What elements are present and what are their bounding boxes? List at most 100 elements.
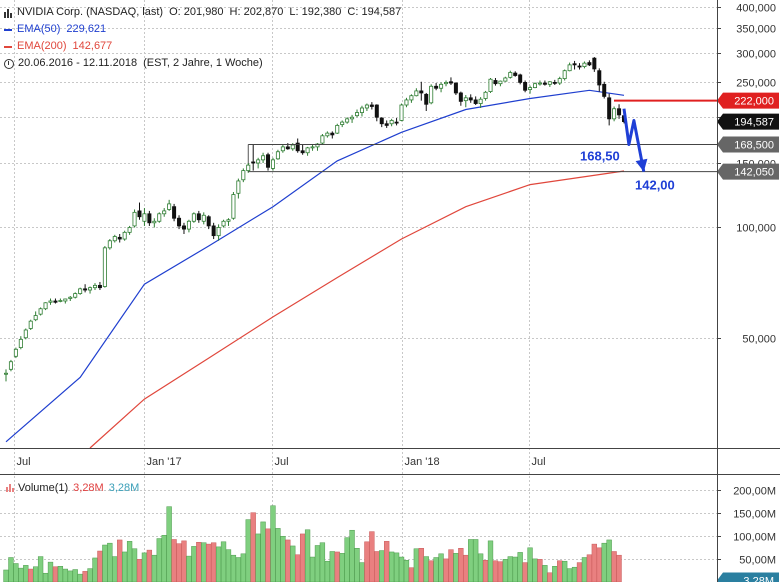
volume-bar-up [270, 505, 276, 582]
volume-legend: Volume(1) 3,28M 3,28M [6, 482, 139, 494]
candle-up [246, 164, 251, 172]
volume-bar-up [141, 552, 148, 582]
volume-bar-down [448, 549, 454, 582]
volume-bar-up [220, 541, 227, 582]
volume-bar-up [126, 541, 133, 582]
volume-bar-up [107, 542, 113, 582]
volume-bar-up [502, 559, 508, 582]
volume-bar-up [77, 573, 83, 582]
forecast-arrow-line [622, 108, 646, 172]
candle-down [196, 213, 201, 221]
time-tick-label: Jul [17, 456, 31, 468]
candle-down [177, 217, 182, 227]
candle-down [493, 80, 498, 85]
candle-up [444, 81, 449, 85]
candle-up [567, 64, 572, 72]
candle-up [73, 293, 78, 298]
volume-bar-up [260, 521, 266, 582]
volume-bar-up [319, 542, 326, 582]
candle-down [285, 146, 290, 150]
level-badge-bg [717, 136, 779, 153]
candle-up [8, 361, 13, 370]
volume-bar-up [186, 555, 192, 582]
volume-value-2: 3,28M [108, 482, 140, 494]
volume-bar-up [566, 568, 573, 582]
candle-down [448, 81, 453, 84]
volume-bar-up [304, 529, 311, 582]
volume-bar-up [161, 535, 167, 582]
volume-bar-down [369, 531, 375, 582]
candle-down [251, 161, 256, 164]
forecast-layer: 168,50 142,00 [580, 108, 675, 193]
price-grid [0, 0, 717, 582]
price-tick-label: 350,000 [736, 24, 776, 36]
candle-down [53, 300, 58, 303]
candle-up [528, 87, 533, 90]
candle-down [602, 83, 607, 97]
volume-bar-up [423, 556, 429, 582]
price-tick-label: 100,000 [736, 223, 776, 235]
volume-bar-up [398, 556, 405, 582]
volume-bar-down [146, 549, 153, 582]
volume-bar-up [606, 539, 612, 582]
volume-bar-up [309, 556, 316, 582]
candle-down [374, 104, 379, 118]
volume-bar-up [359, 562, 365, 582]
candle-up [142, 213, 147, 222]
volume-bar-up [8, 557, 14, 582]
open-value: 201,980 [183, 6, 224, 18]
candle-up [547, 81, 552, 85]
volume-bar-up [468, 539, 474, 582]
legend-ema50-row: EMA(50) 229,621 [4, 21, 401, 38]
candle-down [211, 225, 216, 237]
volume-bar-down [196, 541, 202, 582]
volume-tick-label: 200,00M [733, 486, 776, 498]
volume-swatch-icon [6, 484, 14, 492]
candle-up [236, 180, 241, 194]
candle-up [463, 97, 468, 102]
ema200-line [89, 170, 625, 449]
candle-down [434, 85, 439, 89]
volume-bar-up [314, 545, 321, 582]
time-tick-label: Jul [275, 456, 289, 468]
volume-bar-down [408, 567, 415, 582]
candle-down [97, 284, 102, 289]
volume-bar-down [443, 558, 449, 582]
volume-bar-down [497, 561, 504, 582]
current-price-badge-bg [717, 113, 779, 130]
clock-icon [4, 58, 14, 69]
candle-up [404, 99, 409, 106]
candle-up [23, 329, 28, 339]
volume-bar-up [290, 545, 296, 582]
volume-current-badge-bg [717, 572, 779, 582]
volume-bar-down [522, 562, 528, 582]
volume-bar-up [67, 570, 73, 582]
volume-bar-up [245, 519, 251, 582]
ema50-line [5, 89, 625, 443]
volume-bars [3, 505, 622, 582]
candle-up [241, 170, 246, 181]
candle-up [191, 213, 196, 222]
candle-up [305, 147, 310, 154]
candle-down [137, 210, 142, 218]
volume-bar-up [42, 572, 49, 582]
candle-up [409, 95, 414, 101]
x-axis: Jul Jan '17 Jul Jan '18 Jul [17, 456, 546, 468]
candle-down [266, 154, 271, 168]
candle-down [577, 65, 582, 68]
ema200-value: 142,677 [72, 40, 113, 52]
candle-up [201, 214, 206, 222]
candle-down [424, 93, 429, 105]
volume-bar-down [537, 559, 543, 582]
candle-up [186, 220, 191, 230]
candle-down [458, 92, 463, 102]
volume-bar-down [28, 568, 34, 582]
volume-bar-up [393, 552, 400, 582]
target-label: 168,50 [580, 149, 620, 164]
candle-down [513, 72, 518, 76]
candle-down [523, 81, 528, 91]
candlestick-chart-icon [4, 8, 12, 18]
volume-bar-up [388, 551, 395, 582]
